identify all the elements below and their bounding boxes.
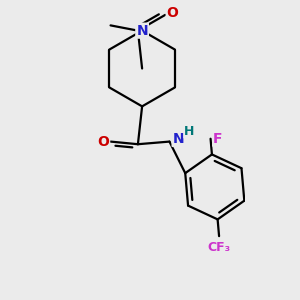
Text: O: O [167,6,178,20]
Text: CF₃: CF₃ [208,241,231,254]
Text: N: N [172,132,184,146]
Text: O: O [97,135,109,148]
Text: N: N [136,24,148,38]
Text: H: H [184,124,195,138]
Text: F: F [213,132,223,146]
